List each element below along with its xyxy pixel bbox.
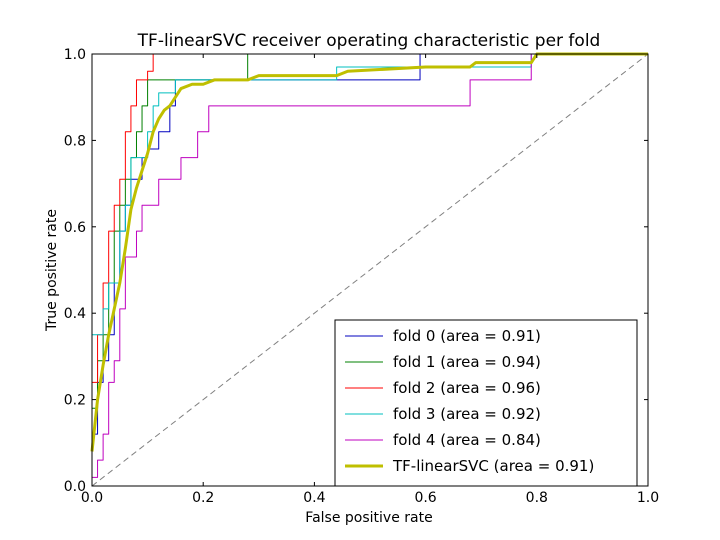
legend-label: TF-linearSVC (area = 0.91) [392,457,594,475]
y-tick-label: 0.0 [64,479,86,495]
diagonal-reference-line [91,53,649,487]
legend-label: fold 2 (area = 0.96) [393,379,541,397]
y-tick-label: 0.2 [64,393,86,409]
y-tick-label: 1.0 [64,47,86,63]
x-tick-label: 1.0 [637,490,659,506]
y-tick-label: 0.8 [64,133,86,149]
x-tick-label: 0.2 [192,490,214,506]
chart-title: TF-linearSVC receiver operating characte… [137,31,601,51]
x-tick-label: 0.0 [81,490,103,506]
legend-label: fold 1 (area = 0.94) [393,353,541,371]
legend-box [334,319,638,487]
series-line-5 [90,52,648,452]
y-tick-label: 0.6 [64,220,86,236]
legend-label: fold 0 (area = 0.91) [393,327,541,345]
y-tick-label: 0.4 [64,306,86,322]
legend: fold 0 (area = 0.91) fold 1 (area = 0.94)… [334,319,638,487]
series-line-4 [92,53,648,478]
plot-area: 0.0 0.2 0.4 0.6 0.8 1.0 0.0 0.2 0.4 0.6 0.8 1.0 [64,47,659,506]
x-tick-label: 0.4 [303,490,325,506]
legend-label: fold 3 (area = 0.92) [393,405,541,423]
y-axis-title: True positive rate [44,209,60,332]
x-tick-label: 0.6 [414,490,436,506]
x-tick-label: 0.8 [526,490,548,506]
x-axis-title: False positive rate [305,510,432,526]
legend-label: fold 4 (area = 0.84) [393,431,541,449]
